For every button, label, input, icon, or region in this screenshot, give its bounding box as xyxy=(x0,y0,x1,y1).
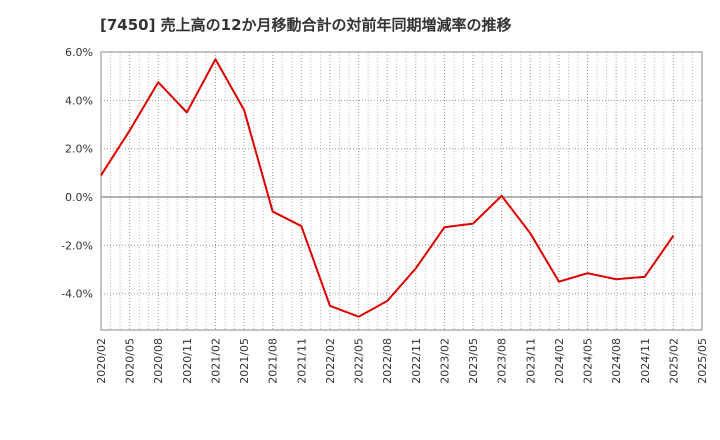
y-axis-tick-labels: 6.0% 4.0% 2.0% 0.0% -2.0% -4.0% xyxy=(61,46,93,301)
x-tick-label: 2022/02 xyxy=(324,338,337,384)
x-tick-label: 2022/11 xyxy=(410,338,423,384)
x-tick-label: 2024/08 xyxy=(610,338,623,384)
y-tick-label: -2.0% xyxy=(61,239,93,252)
x-axis-tick-labels: 2020/02 2020/05 2020/08 2020/11 2021/02 2021/… xyxy=(95,338,709,384)
x-tick-label: 2020/08 xyxy=(152,338,165,384)
x-tick-label: 2022/08 xyxy=(381,338,394,384)
y-tick-label: 4.0% xyxy=(65,94,93,107)
vertical-gridlines xyxy=(110,52,693,330)
x-tick-label: 2021/05 xyxy=(238,338,251,384)
y-tick-label: 6.0% xyxy=(65,46,93,59)
x-tick-label: 2020/05 xyxy=(124,338,137,384)
x-tick-label: 2021/08 xyxy=(267,338,280,384)
x-tick-label: 2023/08 xyxy=(496,338,509,384)
y-tick-label: 2.0% xyxy=(65,143,93,156)
y-tick-label: -4.0% xyxy=(61,288,93,301)
x-tick-label: 2023/11 xyxy=(524,338,537,384)
x-tick-label: 2021/02 xyxy=(209,338,222,384)
x-tick-label: 2020/11 xyxy=(181,338,194,384)
x-tick-label: 2024/11 xyxy=(639,338,652,384)
x-tick-label: 2020/02 xyxy=(95,338,108,384)
x-tick-label: 2024/02 xyxy=(553,338,566,384)
x-tick-label: 2025/02 xyxy=(667,338,680,384)
x-tick-label: 2024/05 xyxy=(582,338,595,384)
series-layer xyxy=(100,58,675,318)
plot-border xyxy=(100,51,703,331)
x-tick-label: 2021/11 xyxy=(295,338,308,384)
x-tick-label: 2025/05 xyxy=(696,338,709,384)
chart-title: [7450] 売上高の12か月移動合計の対前年同期増減率の推移 xyxy=(100,16,512,34)
y-tick-label: 0.0% xyxy=(65,191,93,204)
plot-area xyxy=(101,52,702,330)
x-tick-label: 2022/05 xyxy=(353,338,366,384)
x-tick-label: 2023/02 xyxy=(438,338,451,384)
x-tick-label: 2023/05 xyxy=(467,338,480,384)
